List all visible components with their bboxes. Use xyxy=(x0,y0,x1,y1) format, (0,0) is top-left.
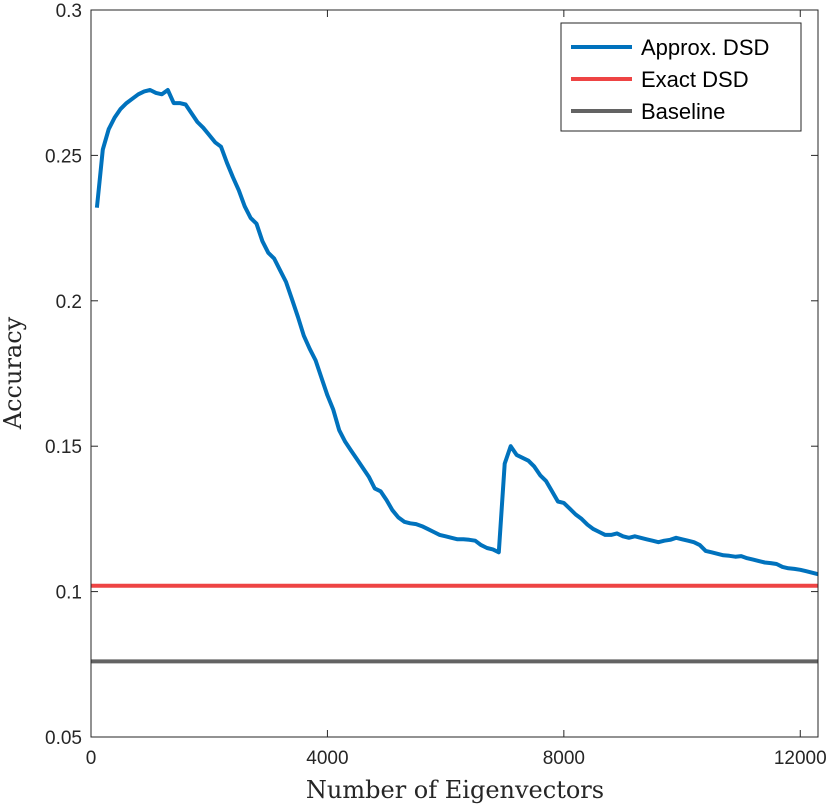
legend-label-baseline: Baseline xyxy=(641,99,725,124)
x-tick-label: 12000 xyxy=(774,748,827,769)
x-axis-title: Number of Eigenvectors xyxy=(306,776,604,804)
y-axis-title: Accuracy xyxy=(0,316,27,430)
legend-label-approx-dsd: Approx. DSD xyxy=(641,35,769,60)
y-tick-label: 0.05 xyxy=(45,728,82,749)
legend-label-exact-dsd: Exact DSD xyxy=(641,67,749,92)
y-tick-label: 0.1 xyxy=(56,583,82,604)
plot-frame xyxy=(90,9,819,738)
y-tick-label: 0.15 xyxy=(45,437,82,458)
legend: Approx. DSD Exact DSD Baseline xyxy=(560,22,802,132)
legend-entries: Approx. DSD Exact DSD Baseline xyxy=(571,35,769,124)
x-tick-label: 0 xyxy=(86,748,97,769)
x-tick-label: 4000 xyxy=(306,748,348,769)
tick-layer: 0 4000 8000 12000 0.05 0.1 0.15 0.2 0.25 0.3 xyxy=(45,1,827,769)
y-tick-label: 0.25 xyxy=(45,146,82,167)
series-line-approx-dsd xyxy=(94,88,819,577)
y-tick-label: 0.2 xyxy=(56,292,82,313)
x-tick-label: 8000 xyxy=(543,748,585,769)
y-tick-label: 0.3 xyxy=(56,1,82,22)
series-layer xyxy=(91,88,819,664)
